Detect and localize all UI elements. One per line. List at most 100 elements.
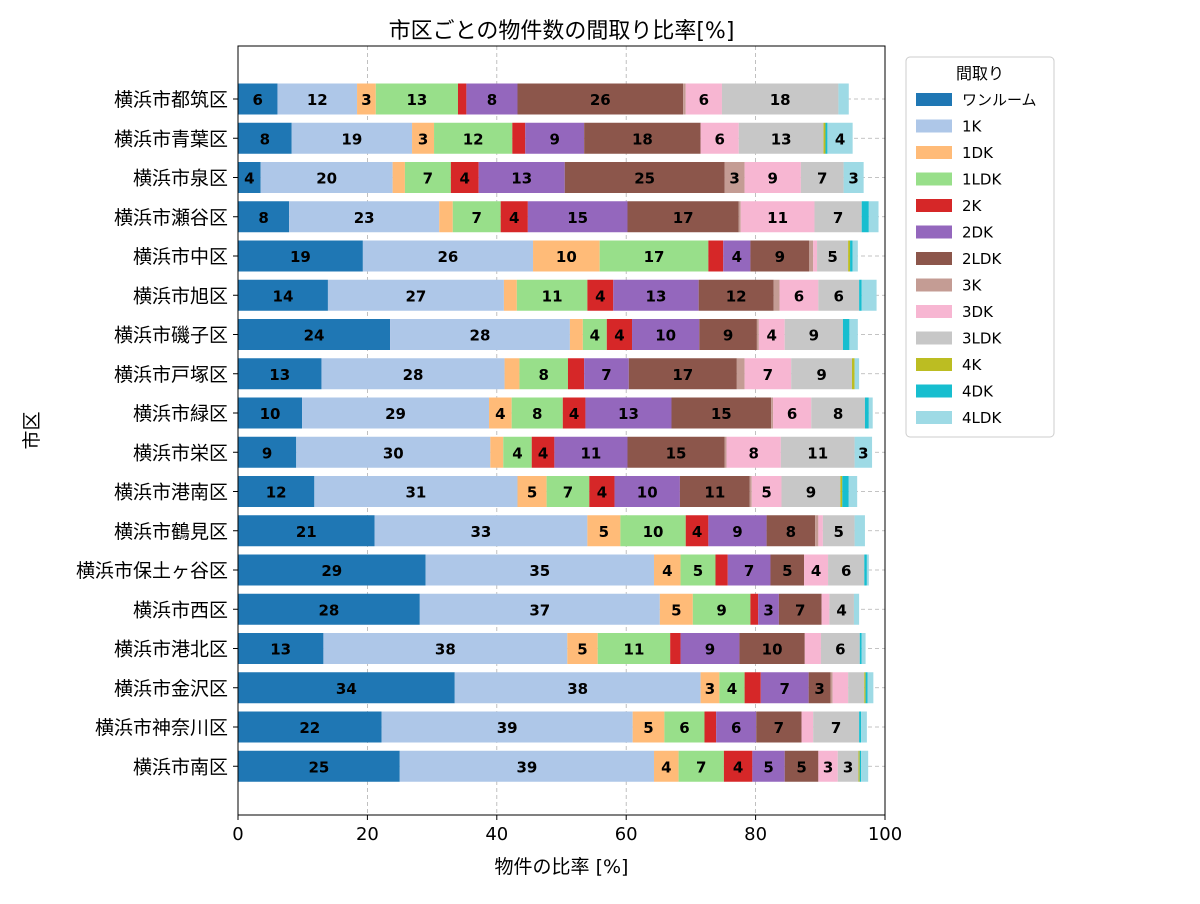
bar-segment (516, 279, 588, 311)
data-labels: 6848191424131091221292813342225121920232… (244, 91, 868, 776)
bar-value-label: 6 (794, 287, 804, 305)
bar-segment (238, 750, 400, 782)
bar-segment (238, 476, 315, 507)
bar-segment (597, 633, 671, 664)
bar-segment (490, 436, 504, 468)
bar-segment (744, 162, 801, 193)
bar-value-label: 8 (786, 523, 796, 541)
bar-segment (628, 358, 737, 390)
bar-value-label: 6 (731, 719, 741, 737)
y-tick-label: 横浜市青葉区 (114, 128, 228, 150)
bar-segment (277, 83, 358, 115)
bar-segment (724, 436, 727, 468)
bar-value-label: 8 (532, 405, 542, 423)
bar-segment (439, 201, 453, 233)
bar-segment (738, 201, 741, 233)
bar-segment (852, 240, 858, 272)
y-tick-label: 横浜市港南区 (114, 482, 228, 504)
bar-segment (584, 358, 629, 390)
bar-value-label: 7 (744, 562, 754, 580)
bar-segment (808, 672, 831, 704)
bar-segment (848, 476, 858, 507)
bar-value-label: 9 (705, 641, 715, 659)
bar-segment (740, 201, 815, 233)
legend-swatch (916, 199, 952, 212)
bar-segment (830, 672, 833, 704)
bar-segment (864, 554, 867, 586)
bar-segment (811, 397, 865, 429)
bar-segment (736, 358, 745, 390)
bar-segment (589, 476, 615, 507)
bar-segment (838, 83, 849, 115)
bar-segment (739, 633, 805, 664)
bar-segment (419, 593, 660, 625)
bar-segment (861, 279, 877, 311)
bar-value-label: 13 (646, 287, 667, 305)
bar-value-label: 4 (569, 405, 579, 423)
bar-value-label: 5 (643, 719, 653, 737)
bar-value-label: 5 (599, 523, 609, 541)
bar-value-label: 9 (806, 484, 816, 502)
bar-segment (450, 162, 479, 193)
bar-segment (680, 554, 716, 586)
bar-segment (813, 240, 818, 272)
bar-segment (853, 593, 860, 625)
legend-swatch (916, 172, 952, 186)
bar-segment (779, 279, 819, 311)
bar-segment (404, 162, 451, 193)
bar-segment (848, 240, 851, 272)
bar-value-label: 27 (405, 287, 426, 305)
bar-value-label: 9 (723, 327, 733, 345)
bar-value-label: 17 (673, 209, 694, 227)
y-tick-label: 横浜市旭区 (133, 285, 228, 307)
bar-segment (818, 279, 860, 311)
bar-value-label: 7 (563, 484, 573, 502)
bar-segment (500, 201, 528, 233)
bar-value-label: 8 (833, 405, 843, 423)
bar-segment (854, 515, 865, 547)
bar-segment (525, 122, 585, 154)
x-tick-label: 40 (485, 824, 508, 845)
legend-swatch (916, 384, 952, 398)
bar-value-label: 25 (308, 758, 329, 776)
bar-value-label: 6 (834, 287, 844, 305)
bar-value-label: 13 (511, 170, 532, 188)
bar-segment (457, 83, 467, 115)
bar-segment (671, 397, 772, 429)
bar-segment (327, 279, 504, 311)
bar-value-label: 28 (403, 366, 424, 384)
bar-value-label: 17 (644, 248, 665, 266)
bar-value-label: 30 (383, 444, 404, 462)
bar-value-label: 6 (714, 130, 724, 148)
bar-segment (599, 240, 709, 272)
y-tick-label: 横浜市瀬谷区 (114, 207, 228, 229)
bar-value-label: 7 (817, 170, 827, 188)
legend-swatch (916, 278, 952, 292)
bar-segment (716, 711, 757, 743)
bar-segment (238, 83, 278, 115)
bar-segment (842, 476, 849, 507)
bar-segment (821, 593, 830, 625)
bar-value-label: 15 (666, 444, 687, 462)
bar-segment (302, 397, 490, 429)
bar-segment (374, 515, 588, 547)
x-tick-label: 0 (232, 824, 243, 845)
bar-segment (238, 633, 324, 664)
bar-segment (828, 554, 865, 586)
bar-segment (692, 593, 751, 625)
bar-segment (804, 633, 821, 664)
bar-segment (773, 397, 812, 429)
bar-value-label: 3 (848, 170, 858, 188)
bar-value-label: 13 (406, 91, 427, 109)
bar-segment (825, 122, 828, 154)
bar-segment (827, 122, 853, 154)
bar-value-label: 9 (809, 327, 819, 345)
bar-value-label: 8 (487, 91, 497, 109)
bar-value-label: 11 (767, 209, 788, 227)
bar-segment (708, 515, 767, 547)
bar-segment (791, 358, 853, 390)
bar-segment (721, 83, 839, 115)
bar-segment (678, 750, 724, 782)
bar-segment (727, 554, 771, 586)
